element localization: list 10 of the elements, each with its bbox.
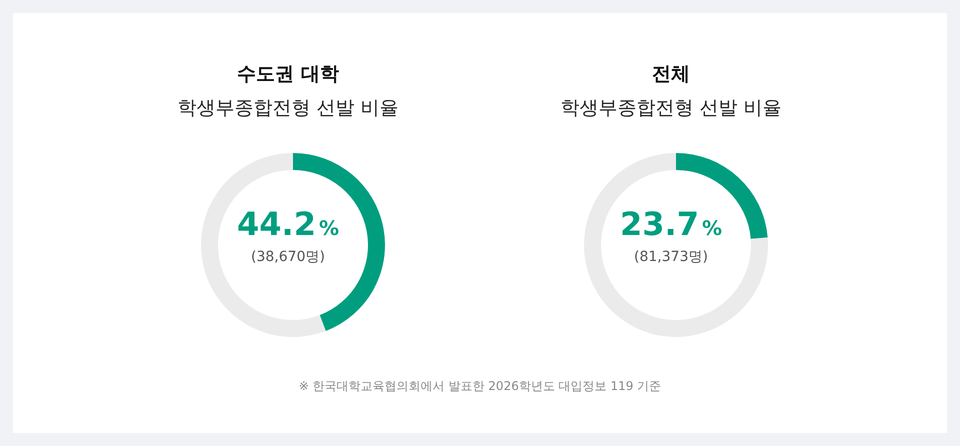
donut-slice [584, 153, 768, 337]
chart-title: 수도권 대학 [236, 62, 340, 87]
chart-title: 전체 [651, 62, 691, 87]
text: (38,670명) [250, 248, 326, 266]
text: (81,373명) [633, 248, 709, 266]
data-label: 23.7% [620, 205, 722, 243]
text: ※ 한국대학교육협의회에서 발표한 2026학년도 대입정보 119 기준 [298, 378, 662, 395]
chart-subtitle: 학생부종합전형 선발 비율 [559, 96, 783, 121]
data-label: 44.2% [237, 205, 339, 243]
chart-subtitle: 학생부종합전형 선발 비율 [176, 96, 400, 121]
